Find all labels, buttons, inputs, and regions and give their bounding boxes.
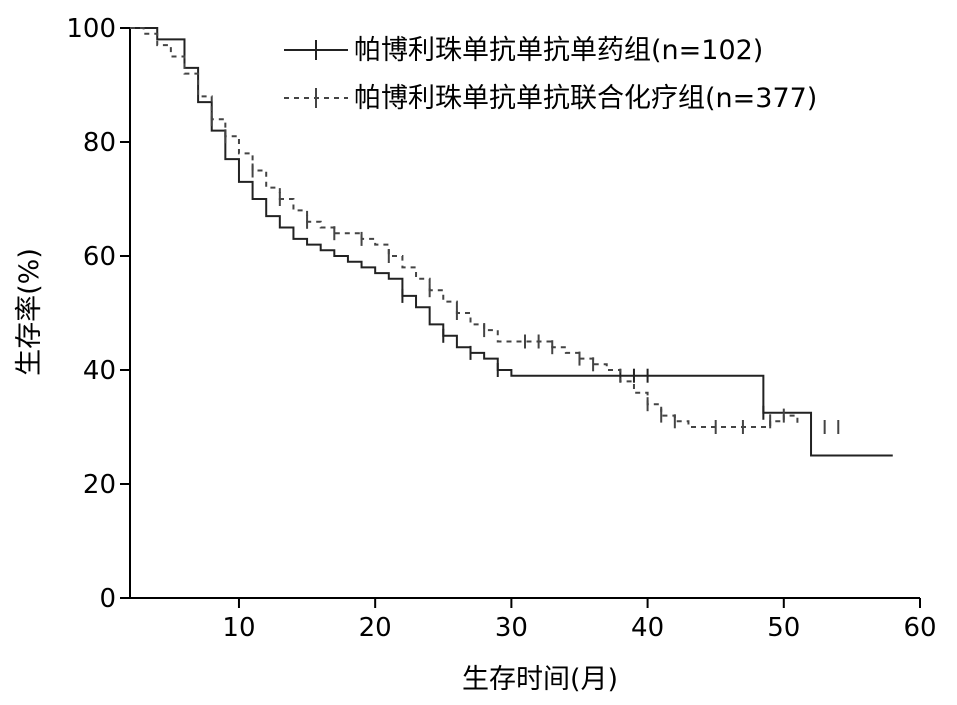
x-axis-ticks: 10 20 30 40 50 60 [222,598,937,643]
km-curve-dashed [130,27,799,428]
x-tick-label: 60 [903,613,936,643]
x-tick-label: 30 [495,613,528,643]
y-tick-label: 0 [99,584,116,614]
plot-area: 10 20 30 40 50 60 0 20 40 60 80 100 [66,14,936,643]
x-axis-title: 生存时间(月) [462,664,618,695]
y-tick-label: 20 [83,470,116,500]
legend: 帕博利珠单抗单抗单药组(n=102) 帕博利珠单抗单抗联合化疗组(n=377) [284,35,817,114]
series-layer [130,27,893,457]
y-tick-label: 80 [83,128,116,158]
x-tick-label: 20 [359,613,392,643]
y-axis-title: 生存率(%) [14,248,45,376]
legend-label-dashed: 帕博利珠单抗单抗联合化疗组(n=377) [354,83,817,114]
x-tick-label: 50 [767,613,800,643]
km-curve-solid [130,27,893,457]
x-tick-label: 10 [222,613,255,643]
y-tick-label: 60 [83,242,116,272]
y-tick-label: 40 [83,356,116,386]
legend-label-solid: 帕博利珠单抗单抗单药组(n=102) [354,35,763,66]
y-axis-ticks: 0 20 40 60 80 100 [66,14,130,614]
y-tick-label: 100 [66,14,116,44]
x-tick-label: 40 [631,613,664,643]
